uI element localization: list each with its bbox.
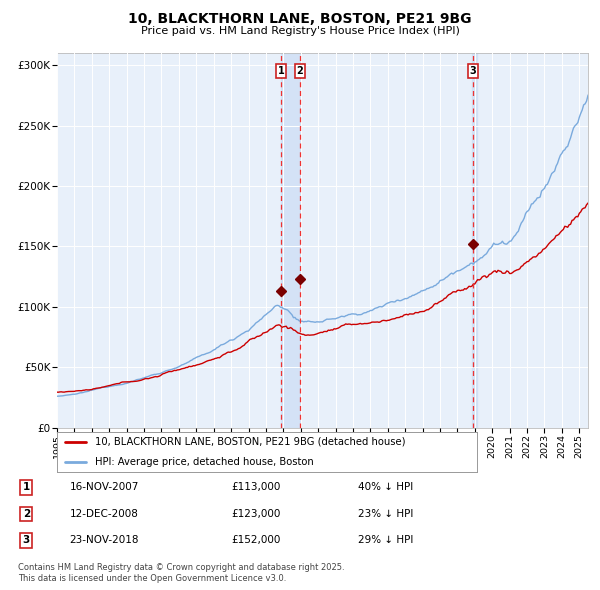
- Text: £123,000: £123,000: [231, 509, 280, 519]
- Bar: [472, 53, 476, 428]
- Bar: [281, 53, 300, 428]
- Text: HPI: Average price, detached house, Boston: HPI: Average price, detached house, Bost…: [95, 457, 314, 467]
- Text: £113,000: £113,000: [231, 483, 280, 493]
- Text: 2: 2: [23, 509, 30, 519]
- Text: 23-NOV-2018: 23-NOV-2018: [70, 535, 139, 545]
- Text: 10, BLACKTHORN LANE, BOSTON, PE21 9BG (detached house): 10, BLACKTHORN LANE, BOSTON, PE21 9BG (d…: [95, 437, 406, 447]
- Text: This data is licensed under the Open Government Licence v3.0.: This data is licensed under the Open Gov…: [18, 573, 286, 583]
- Text: 40% ↓ HPI: 40% ↓ HPI: [358, 483, 413, 493]
- Text: 16-NOV-2007: 16-NOV-2007: [70, 483, 139, 493]
- Text: £152,000: £152,000: [231, 535, 280, 545]
- Text: Contains HM Land Registry data © Crown copyright and database right 2025.: Contains HM Land Registry data © Crown c…: [18, 563, 344, 572]
- Text: 12-DEC-2008: 12-DEC-2008: [70, 509, 139, 519]
- Text: 3: 3: [470, 66, 476, 76]
- Text: 3: 3: [23, 535, 30, 545]
- Text: Price paid vs. HM Land Registry's House Price Index (HPI): Price paid vs. HM Land Registry's House …: [140, 26, 460, 35]
- Text: 29% ↓ HPI: 29% ↓ HPI: [358, 535, 413, 545]
- Text: 10, BLACKTHORN LANE, BOSTON, PE21 9BG: 10, BLACKTHORN LANE, BOSTON, PE21 9BG: [128, 12, 472, 27]
- Text: 1: 1: [278, 66, 284, 76]
- Text: 2: 2: [296, 66, 303, 76]
- Text: 23% ↓ HPI: 23% ↓ HPI: [358, 509, 413, 519]
- Text: 1: 1: [23, 483, 30, 493]
